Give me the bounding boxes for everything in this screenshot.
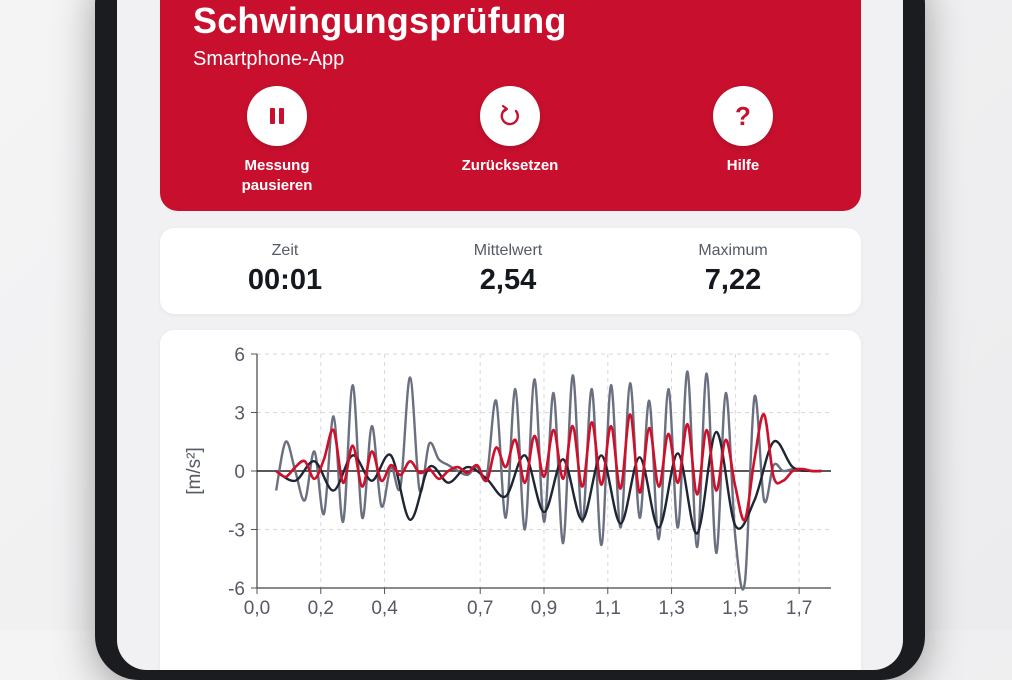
max-label: Maximum [698,242,768,259]
app-subtitle: Smartphone-App [193,48,345,70]
time-value: 00:01 [247,264,323,296]
y-tick-label: -3 [228,521,245,542]
app-header: Schwingungsprüfung Smartphone-App Messun… [160,0,861,211]
y-tick-label: -6 [228,579,245,600]
x-tick-label: 1,1 [595,598,621,619]
stat-mean: Mittelwert 2,54 [418,242,598,297]
x-tick-label: 0,9 [531,598,557,619]
acceleration-chart: 6 3 0 -3 -60,0 0,2 0,4 0,7 0,9 1,1 1,3 1,5 1,7 [m/s²] [184,345,831,619]
stats-card: Zeit 00:01 Mittelwert 2,54 Maximum 7,22 [160,228,861,314]
reset-icon [480,86,540,146]
x-tick-label: 1,5 [722,598,748,619]
time-label: Zeit [271,242,299,259]
y-tick-label: 0 [234,462,245,483]
x-tick-label: 0,0 [244,598,270,619]
app-screen: Schwingungsprüfung Smartphone-App Messun… [117,0,903,670]
reset-button[interactable]: Zurücksetzen [440,86,580,176]
series-line-1 [274,370,822,591]
y-axis-label: [m/s²] [184,447,205,495]
chart-card: 6 3 0 -3 -6 0,0 0,2 0,4 0,7 0,9 1,1 1,3 1,5 1,7 [m/s²] [160,330,861,670]
max-value: 7,22 [704,264,762,296]
x-tick-label: 0,4 [371,598,398,619]
series-line-2 [275,430,822,535]
pause-measurement-label: Messung pausieren [241,157,313,194]
mean-value: 2,54 [479,264,537,296]
help-icon: ? [713,86,773,146]
y-tick-label: 6 [234,345,245,366]
reset-label: Zurücksetzen [461,157,559,174]
pause-icon [247,86,307,146]
x-tick-label: 1,3 [658,598,684,619]
help-button[interactable]: ? Hilfe [673,86,813,176]
series-line-3 [275,413,822,522]
stat-time: Zeit 00:01 [195,242,375,297]
stat-max: Maximum 7,22 [643,242,823,297]
mean-label: Mittelwert [473,242,543,259]
app-title: Schwingungsprüfung [193,0,567,41]
x-tick-label: 1,7 [786,598,812,619]
y-tick-label: 3 [234,404,245,425]
x-tick-label: 0,2 [308,598,334,619]
x-tick-label: 0,7 [467,598,493,619]
pause-measurement-button[interactable]: Messung pausieren [207,86,347,196]
help-label: Hilfe [726,157,760,174]
